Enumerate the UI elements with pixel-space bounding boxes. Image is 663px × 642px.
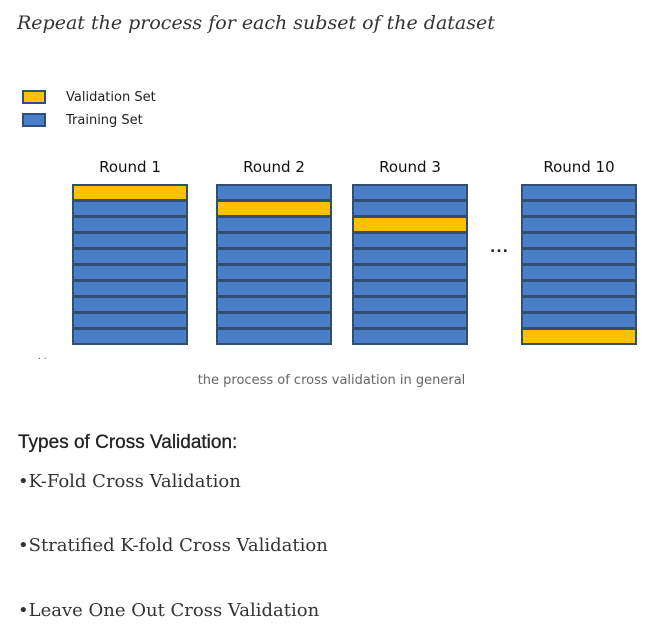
- validation-fold: [523, 330, 635, 343]
- training-fold: [74, 250, 186, 263]
- training-fold: [523, 202, 635, 215]
- training-fold: [74, 234, 186, 247]
- training-fold: [218, 186, 330, 199]
- round-2-folds: [216, 184, 332, 345]
- round-3-folds: [352, 184, 468, 345]
- type-item-stratified: •Stratified K-fold Cross Validation: [18, 535, 328, 556]
- training-fold: [74, 298, 186, 311]
- training-fold: [523, 250, 635, 263]
- training-fold: [218, 282, 330, 295]
- training-fold: [354, 186, 466, 199]
- training-fold: [218, 266, 330, 279]
- type-item-loocv: •Leave One Out Cross Validation: [18, 600, 320, 621]
- validation-fold: [354, 218, 466, 231]
- training-fold: [74, 218, 186, 231]
- training-fold: [218, 314, 330, 327]
- training-fold: [523, 314, 635, 327]
- validation-fold: [74, 186, 186, 199]
- training-fold: [74, 282, 186, 295]
- training-fold: [218, 234, 330, 247]
- training-fold: [523, 186, 635, 199]
- round-1-folds: [72, 184, 188, 345]
- validation-swatch: [22, 90, 46, 104]
- training-fold: [523, 218, 635, 231]
- type-item-kfold: •K-Fold Cross Validation: [18, 471, 241, 492]
- validation-fold: [218, 202, 330, 215]
- training-fold: [354, 202, 466, 215]
- stray-dots: . .: [38, 352, 47, 362]
- training-fold: [354, 234, 466, 247]
- ellipsis: ...: [490, 240, 509, 256]
- training-fold: [74, 314, 186, 327]
- training-fold: [218, 218, 330, 231]
- training-fold: [523, 282, 635, 295]
- training-fold: [354, 250, 466, 263]
- training-fold: [354, 282, 466, 295]
- training-fold: [354, 266, 466, 279]
- heading: Repeat the process for each subset of th…: [17, 12, 495, 34]
- training-fold: [354, 314, 466, 327]
- training-fold: [74, 330, 186, 343]
- training-fold: [523, 266, 635, 279]
- round-label: Round 10: [543, 158, 615, 176]
- training-fold: [523, 298, 635, 311]
- training-fold: [74, 202, 186, 215]
- figure-caption: the process of cross validation in gener…: [197, 373, 466, 388]
- training-fold: [74, 266, 186, 279]
- round-label: Round 1: [99, 158, 161, 176]
- legend-label-validation: Validation Set: [66, 90, 156, 105]
- training-fold: [218, 250, 330, 263]
- training-fold: [218, 330, 330, 343]
- training-fold: [523, 234, 635, 247]
- types-title: Types of Cross Validation:: [18, 432, 238, 453]
- round-10-folds: [521, 184, 637, 345]
- round-label: Round 3: [379, 158, 441, 176]
- training-fold: [218, 298, 330, 311]
- training-swatch: [22, 113, 46, 127]
- legend-label-training: Training Set: [66, 113, 143, 128]
- round-label: Round 2: [243, 158, 305, 176]
- training-fold: [354, 330, 466, 343]
- training-fold: [354, 298, 466, 311]
